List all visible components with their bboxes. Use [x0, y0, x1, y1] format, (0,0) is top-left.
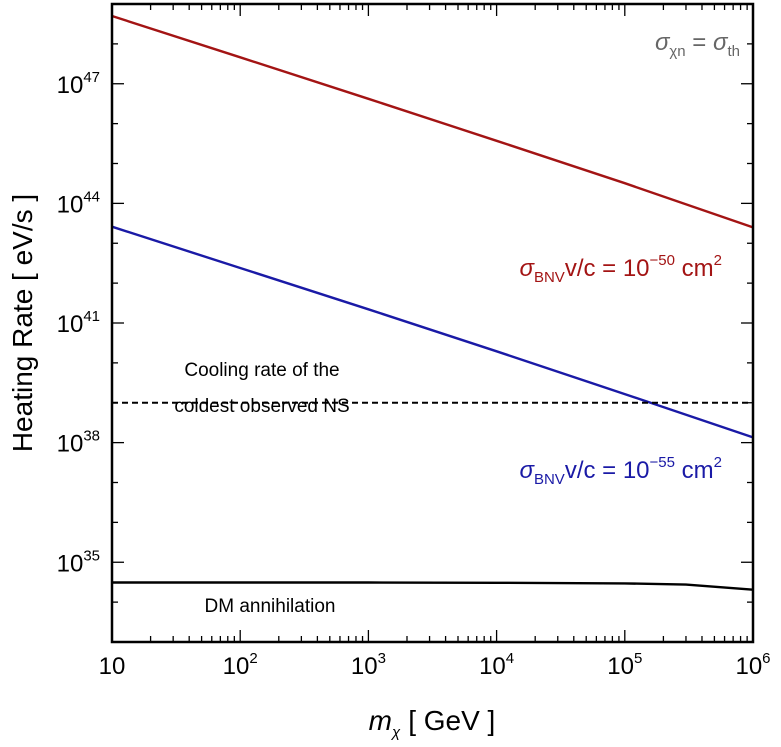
- series-label-bnv-55: σBNVv/c = 10−55 cm2: [519, 454, 722, 488]
- x-tick-label: 103: [351, 650, 386, 680]
- y-tick-label: 1035: [57, 547, 100, 577]
- series-label-bnv-50: σBNVv/c = 10−50 cm2: [519, 252, 722, 286]
- x-tick-label: 10: [99, 653, 126, 680]
- annotation-sigma1: σ: [655, 29, 671, 56]
- x-axis-ticks: [111, 4, 754, 642]
- annotation-sub1: χn: [669, 43, 685, 60]
- x-tick-label: 102: [223, 650, 258, 680]
- y-tick-label: 1047: [57, 69, 100, 99]
- x-axis-title: mχ[ GeV ]: [369, 705, 496, 741]
- cooling-rate-label-line1: Cooling rate of the: [184, 360, 339, 381]
- y-axis-title: Heating Rate [ eV/s ]: [7, 194, 38, 452]
- x-tick-label: 105: [607, 650, 642, 680]
- y-axis-ticks: [112, 3, 753, 643]
- x-tick-label: 106: [735, 650, 770, 680]
- annotation-sub2: th: [727, 43, 740, 60]
- dm-annihilation-label: DM annihilation: [205, 596, 336, 617]
- y-tick-label: 1038: [57, 428, 100, 458]
- series-line-bnv-55: [111, 225, 754, 439]
- cross-section-annotation: σχn = σth: [655, 29, 740, 60]
- tick-labels: 10 102 103 104 105 106 1035 1038 1041 1044 1047: [57, 69, 771, 680]
- series-lines: [111, 14, 754, 591]
- cooling-rate-label-line2: coldest observed NS: [174, 396, 349, 417]
- series-line-dm-annihilation: [112, 581, 754, 591]
- series-line-bnv-50: [111, 14, 754, 229]
- annotation-eq: =: [686, 29, 713, 56]
- y-tick-label: 1044: [57, 188, 100, 218]
- annotation-sigma2: σ: [713, 29, 729, 56]
- y-tick-label: 1041: [57, 308, 100, 338]
- x-tick-label: 104: [479, 650, 514, 680]
- plot-frame: [110, 2, 755, 644]
